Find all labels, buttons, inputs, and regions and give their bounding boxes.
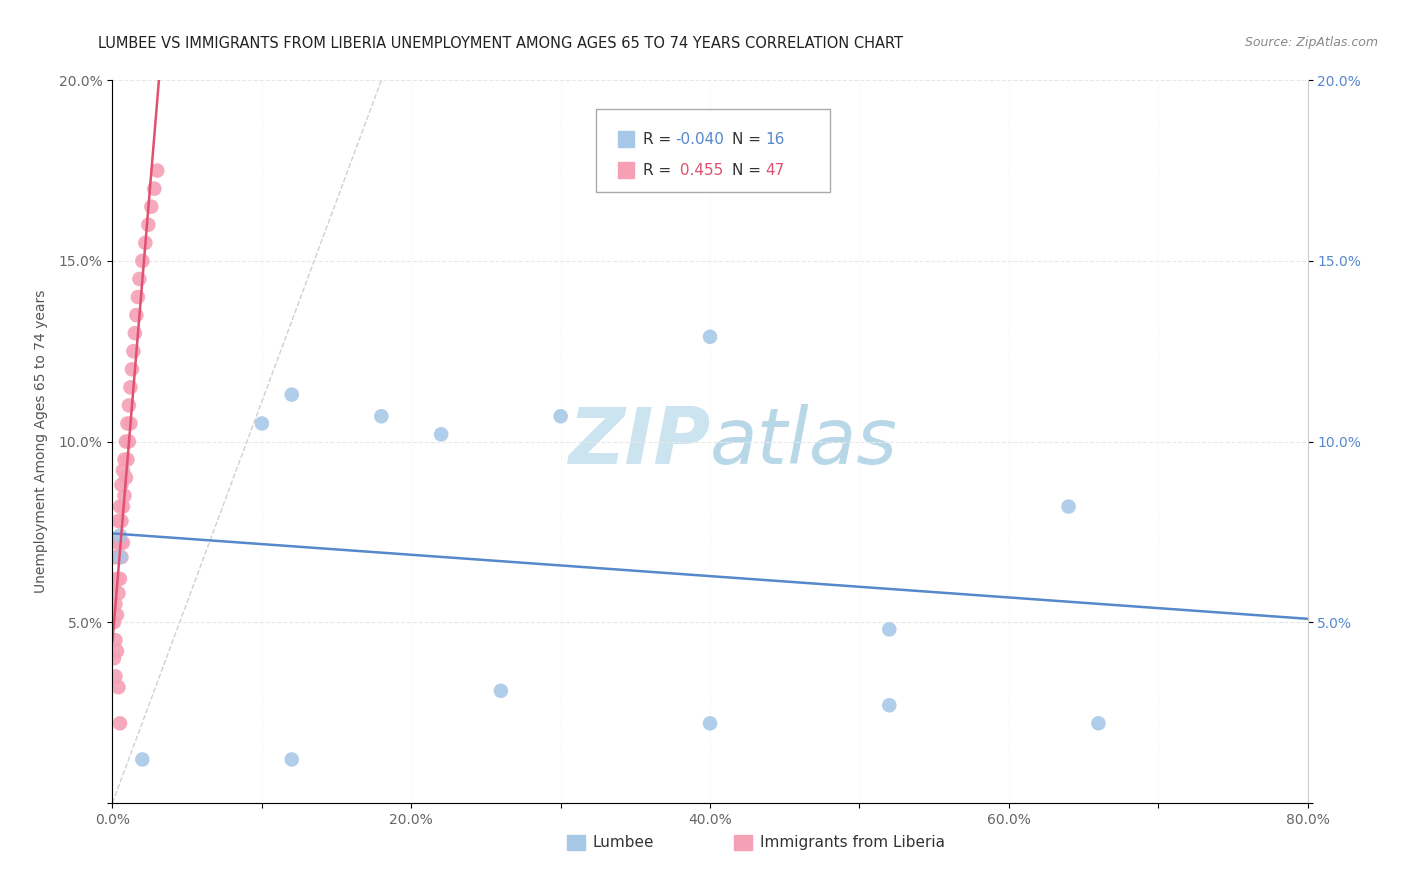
Text: atlas: atlas [710, 403, 898, 480]
Point [143, 182, 166, 196]
Text: Source: ZipAtlas.com: Source: ZipAtlas.com [1244, 36, 1378, 49]
Point [141, 200, 163, 214]
Point [138, 218, 160, 232]
Point [281, 752, 304, 766]
Point [134, 235, 156, 250]
Text: 16: 16 [765, 132, 785, 147]
Point [250, 417, 273, 431]
Text: 47: 47 [765, 162, 785, 178]
Point [122, 344, 145, 359]
Point [115, 471, 138, 485]
Point [131, 752, 153, 766]
Text: R =: R = [643, 132, 676, 147]
Point [104, 550, 127, 565]
Point [1057, 500, 1080, 514]
Point [107, 586, 129, 600]
Point [111, 500, 134, 514]
Point [117, 417, 139, 431]
Text: ZIP: ZIP [568, 403, 710, 480]
Point [115, 434, 138, 449]
Point [550, 409, 572, 424]
Point [699, 330, 721, 344]
Text: N =: N = [731, 132, 765, 147]
FancyBboxPatch shape [619, 131, 634, 147]
Point [121, 362, 143, 376]
Point [699, 716, 721, 731]
Point [103, 615, 125, 630]
Point [108, 716, 131, 731]
Point [118, 398, 141, 412]
Point [107, 680, 129, 694]
Point [370, 409, 392, 424]
Text: Immigrants from Liberia: Immigrants from Liberia [761, 835, 945, 850]
Y-axis label: Unemployment Among Ages 65 to 74 years: Unemployment Among Ages 65 to 74 years [34, 290, 48, 593]
FancyBboxPatch shape [567, 835, 585, 850]
Point [105, 607, 128, 622]
FancyBboxPatch shape [596, 109, 830, 193]
Point [108, 528, 131, 542]
Point [104, 633, 127, 648]
Point [107, 514, 129, 528]
Point [104, 597, 127, 611]
Point [118, 434, 141, 449]
Point [105, 535, 128, 549]
Point [879, 698, 901, 713]
Point [111, 535, 134, 549]
Point [430, 427, 453, 442]
Point [110, 514, 132, 528]
Point [879, 623, 901, 637]
Text: LUMBEE VS IMMIGRANTS FROM LIBERIA UNEMPLOYMENT AMONG AGES 65 TO 74 YEARS CORRELA: LUMBEE VS IMMIGRANTS FROM LIBERIA UNEMPL… [98, 36, 904, 51]
Point [108, 572, 131, 586]
Point [489, 683, 512, 698]
Point [120, 380, 142, 394]
Point [281, 387, 304, 401]
Point [114, 489, 135, 503]
Point [117, 452, 139, 467]
Point [110, 478, 132, 492]
Text: Lumbee: Lumbee [593, 835, 654, 850]
Point [103, 579, 125, 593]
Point [108, 535, 131, 549]
Point [125, 308, 148, 322]
Text: 0.455: 0.455 [675, 162, 724, 178]
Point [124, 326, 146, 340]
Text: R =: R = [643, 162, 676, 178]
Point [105, 644, 128, 658]
Point [110, 550, 132, 565]
FancyBboxPatch shape [734, 835, 752, 850]
Point [127, 290, 149, 304]
Point [114, 452, 135, 467]
Text: -0.040: -0.040 [675, 132, 724, 147]
Point [146, 163, 169, 178]
Point [108, 500, 131, 514]
Point [108, 550, 131, 565]
FancyBboxPatch shape [619, 162, 634, 178]
Text: N =: N = [731, 162, 765, 178]
Point [131, 254, 153, 268]
Point [105, 572, 128, 586]
Point [128, 272, 150, 286]
Point [104, 669, 127, 683]
Point [111, 463, 134, 477]
Point [107, 550, 129, 565]
Point [1087, 716, 1109, 731]
Point [120, 417, 142, 431]
Point [103, 651, 125, 665]
